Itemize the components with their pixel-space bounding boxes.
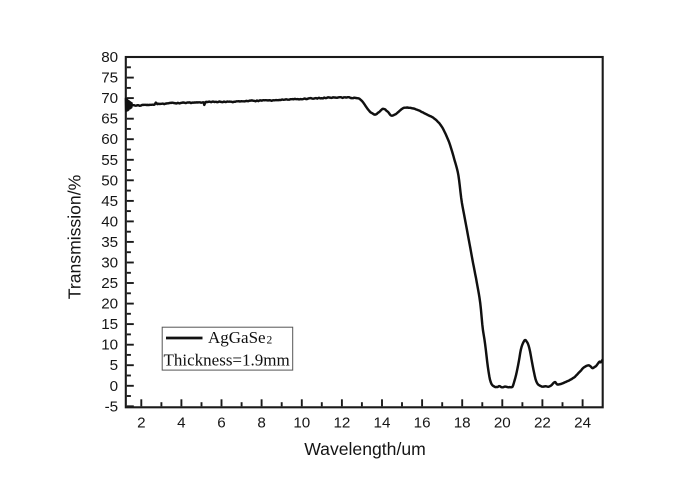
svg-text:16: 16 bbox=[414, 415, 431, 432]
svg-text:50: 50 bbox=[101, 172, 118, 189]
svg-text:70: 70 bbox=[101, 90, 118, 107]
svg-text:75: 75 bbox=[101, 70, 118, 87]
svg-text:8: 8 bbox=[257, 415, 265, 432]
svg-text:12: 12 bbox=[333, 415, 350, 432]
svg-text:22: 22 bbox=[534, 415, 551, 432]
svg-text:60: 60 bbox=[101, 131, 118, 148]
svg-text:30: 30 bbox=[101, 255, 118, 272]
svg-text:Transmission/%: Transmission/% bbox=[65, 174, 85, 299]
svg-text:14: 14 bbox=[374, 415, 391, 432]
svg-text:45: 45 bbox=[101, 193, 118, 210]
svg-text:4: 4 bbox=[177, 415, 185, 432]
svg-text:6: 6 bbox=[217, 415, 225, 432]
svg-text:-5: -5 bbox=[105, 398, 119, 415]
svg-text:65: 65 bbox=[101, 111, 118, 128]
svg-text:AgGaSe: AgGaSe bbox=[208, 328, 266, 347]
svg-text:20: 20 bbox=[494, 415, 511, 432]
svg-text:80: 80 bbox=[101, 49, 118, 66]
svg-text:2: 2 bbox=[137, 415, 145, 432]
svg-text:20: 20 bbox=[101, 296, 118, 313]
svg-text:Wavelength/um: Wavelength/um bbox=[304, 439, 426, 459]
svg-text:5: 5 bbox=[110, 357, 118, 374]
svg-text:Thickness=1.9mm: Thickness=1.9mm bbox=[164, 351, 290, 370]
svg-text:24: 24 bbox=[574, 415, 591, 432]
svg-text:10: 10 bbox=[101, 337, 118, 354]
svg-text:40: 40 bbox=[101, 213, 118, 230]
svg-text:18: 18 bbox=[454, 415, 471, 432]
svg-text:25: 25 bbox=[101, 275, 118, 292]
svg-text:0: 0 bbox=[110, 378, 118, 395]
svg-text:15: 15 bbox=[101, 316, 118, 333]
svg-text:10: 10 bbox=[293, 415, 310, 432]
svg-text:55: 55 bbox=[101, 152, 118, 169]
svg-text:35: 35 bbox=[101, 234, 118, 251]
svg-text:2: 2 bbox=[267, 335, 273, 347]
